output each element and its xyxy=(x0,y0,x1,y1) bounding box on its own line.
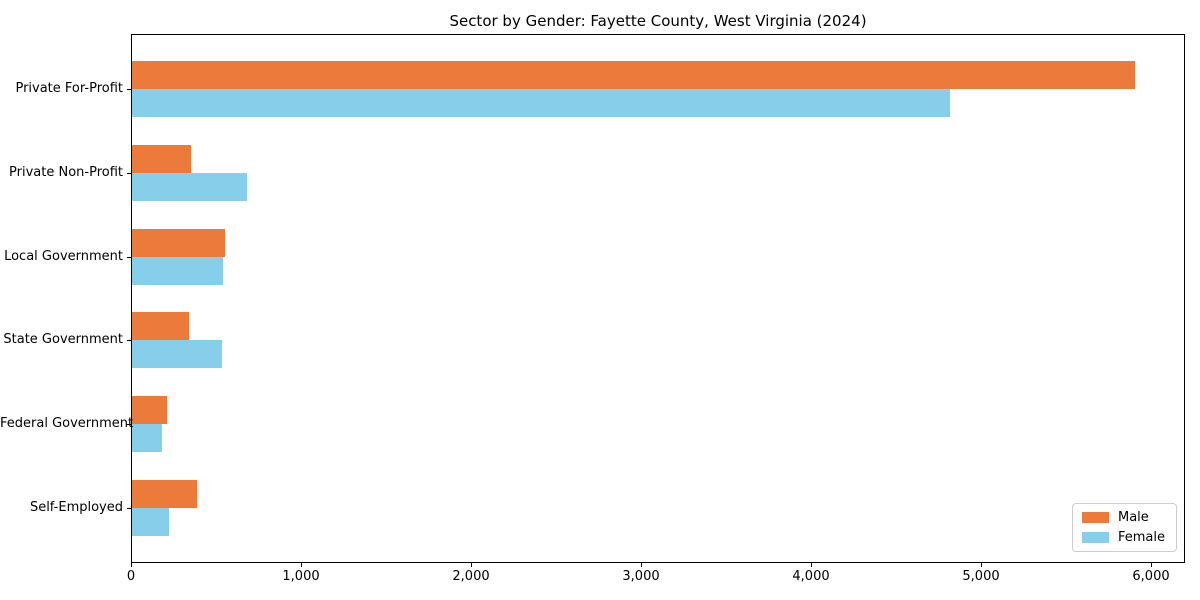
y-tick-label: Private For-Profit xyxy=(15,80,123,96)
bar-female-1 xyxy=(132,172,247,201)
x-tick-mark xyxy=(641,563,642,567)
x-tick-label: 1,000 xyxy=(282,569,320,584)
x-tick-mark xyxy=(811,563,812,567)
x-tick-label: 4,000 xyxy=(792,569,830,584)
legend-label-male: Male xyxy=(1117,510,1149,525)
y-tick-mark xyxy=(127,508,131,510)
bar-male-4 xyxy=(132,396,167,425)
female-series-swatch-icon xyxy=(1081,532,1109,543)
x-tick-mark xyxy=(471,563,472,567)
y-tick-mark xyxy=(127,88,131,90)
x-tick-label: 3,000 xyxy=(622,569,660,584)
bar-female-3 xyxy=(132,340,222,369)
y-tick-label: Private Non-Profit xyxy=(9,164,123,180)
legend-item-female: Female xyxy=(1081,530,1165,545)
bar-female-0 xyxy=(132,88,950,117)
plot-area: Male Female xyxy=(131,34,1185,563)
legend-label-female: Female xyxy=(1117,530,1165,545)
bar-male-1 xyxy=(132,144,191,173)
x-tick-mark xyxy=(981,563,982,567)
chart-title: Sector by Gender: Fayette County, West V… xyxy=(449,12,867,30)
y-tick-label: State Government xyxy=(3,332,123,348)
y-tick-mark xyxy=(127,424,131,426)
legend-item-male: Male xyxy=(1081,510,1165,525)
x-tick-label: 5,000 xyxy=(962,569,1000,584)
bar-female-5 xyxy=(132,508,169,537)
x-tick-mark xyxy=(1151,563,1152,567)
y-tick-label: Self-Employed xyxy=(29,500,123,516)
y-tick-label: Local Government xyxy=(4,248,123,264)
x-tick-label: 6,000 xyxy=(1132,569,1170,584)
legend: Male Female xyxy=(1071,503,1177,552)
bar-male-2 xyxy=(132,228,225,257)
bar-male-0 xyxy=(132,60,1135,89)
bar-female-4 xyxy=(132,424,162,453)
x-tick-mark xyxy=(131,563,132,567)
y-tick-mark xyxy=(127,256,131,258)
bar-female-2 xyxy=(132,256,223,285)
x-tick-mark xyxy=(301,563,302,567)
male-series-swatch-icon xyxy=(1081,512,1109,523)
y-tick-label: Federal Government xyxy=(0,416,134,432)
bar-male-5 xyxy=(132,480,197,509)
bar-male-3 xyxy=(132,312,189,341)
y-tick-mark xyxy=(127,172,131,174)
x-tick-label: 0 xyxy=(126,569,136,584)
x-tick-label: 2,000 xyxy=(452,569,490,584)
y-tick-mark xyxy=(127,340,131,342)
